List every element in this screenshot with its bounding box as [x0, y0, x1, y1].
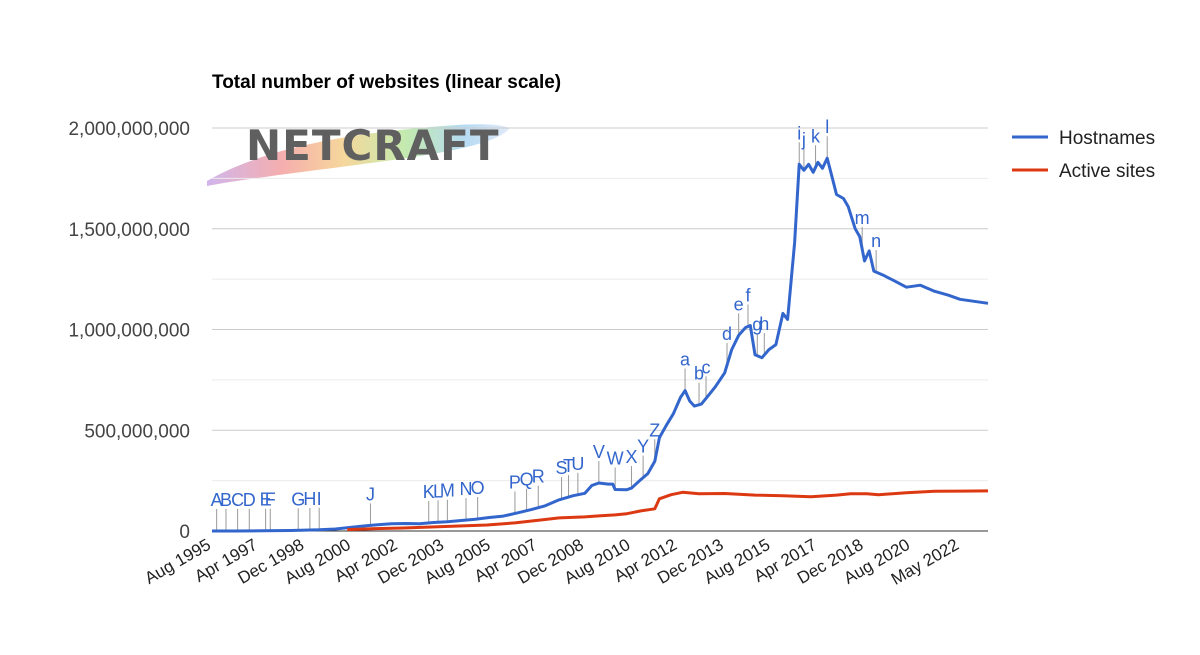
y-tick-label: 2,000,000,000: [68, 119, 190, 140]
annotation-label: Y: [637, 437, 649, 457]
annotation-label: H: [303, 489, 316, 509]
legend: Hostnames Active sites: [1012, 128, 1155, 182]
annotation-label: F: [265, 490, 276, 510]
annotation-label: g: [752, 315, 762, 335]
annotation-label: X: [625, 447, 637, 467]
annotation-label: i: [797, 123, 801, 143]
y-axis: 0 500,000,000 1,000,000,000 1,500,000,000 2,…: [68, 119, 190, 543]
annotation-label: E: [260, 490, 272, 510]
annotation-label: G: [291, 489, 305, 509]
legend-label-active-sites: Active sites: [1059, 161, 1155, 182]
y-tick-label: 0: [179, 522, 190, 543]
annotation-label: m: [855, 208, 870, 228]
annotation-label: e: [734, 294, 744, 314]
annotation-label: J: [366, 484, 375, 504]
netcraft-logo: NETCRAFT: [207, 121, 510, 186]
annotation-label: b: [694, 364, 704, 384]
series-lines: [212, 156, 989, 533]
annotation-label: h: [759, 314, 769, 334]
y-tick-label: 1,500,000,000: [68, 220, 190, 241]
annotation-label: Z: [649, 420, 660, 440]
annotation-label: U: [571, 454, 584, 474]
y-tick-label: 500,000,000: [84, 421, 190, 442]
annotation-label: D: [243, 490, 256, 510]
annotation-label: S: [556, 458, 568, 478]
y-tick-label: 1,000,000,000: [68, 321, 190, 342]
annotation-label: I: [317, 489, 322, 509]
annotation-label: N: [460, 479, 473, 499]
annotation-label: R: [532, 467, 545, 487]
annotation-label: C: [231, 490, 244, 510]
annotation-label: L: [433, 481, 443, 501]
series-line-hostnames: [212, 156, 989, 533]
legend-label-hostnames: Hostnames: [1059, 128, 1155, 149]
annotation-label: K: [423, 482, 435, 502]
annotation-label: B: [220, 490, 232, 510]
annotation-label: P: [509, 472, 521, 492]
annotation-label: c: [702, 357, 711, 377]
annotation-label: k: [811, 126, 821, 146]
annotation-label: W: [607, 448, 624, 468]
legend-item-active-sites[interactable]: Active sites: [1012, 161, 1155, 182]
annotation-label: d: [722, 324, 732, 344]
annotation-label: j: [801, 129, 806, 149]
annotation-label: Q: [520, 470, 534, 490]
logo-text: NETCRAFT: [246, 121, 500, 170]
annotation-label: A: [211, 490, 223, 510]
annotation-label: l: [825, 117, 829, 137]
legend-item-hostnames[interactable]: Hostnames: [1012, 128, 1155, 149]
annotation-label: a: [680, 350, 691, 370]
annotation-label: n: [871, 231, 881, 251]
annotation-label: O: [471, 478, 485, 498]
chart-title: Total number of websites (linear scale): [212, 72, 562, 93]
annotation-label: f: [745, 285, 751, 305]
gridlines: [212, 127, 988, 532]
series-line-active-sites: [347, 489, 989, 532]
annotation-label: T: [563, 456, 574, 476]
annotation-label: V: [593, 442, 605, 462]
annotation-label: M: [440, 481, 455, 501]
